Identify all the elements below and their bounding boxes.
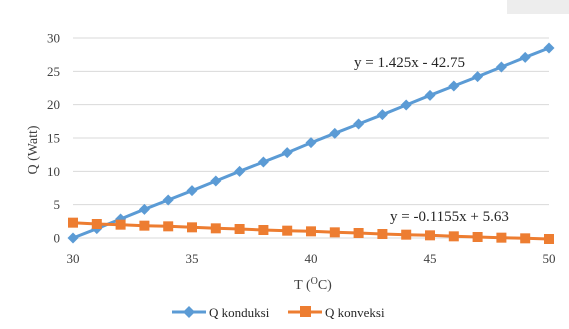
legend-item-konveksi: Q konveksi <box>288 305 385 320</box>
data-point-konveksi <box>234 224 245 234</box>
data-point-konduksi <box>138 203 150 215</box>
data-point-konveksi <box>448 231 459 242</box>
data-point-konveksi <box>115 219 126 230</box>
data-point-konduksi <box>543 42 555 54</box>
data-point-konveksi <box>282 225 293 236</box>
data-point-konveksi <box>472 232 483 242</box>
y-tick-label: 0 <box>54 231 61 246</box>
data-point-konveksi <box>544 234 554 244</box>
data-point-konduksi <box>376 109 388 121</box>
data-point-konduksi <box>519 51 531 63</box>
data-point-konduksi <box>67 232 79 244</box>
y-tick-label: 10 <box>47 164 60 179</box>
annotation-konveksi-equation: y = -0.1155x + 5.63 <box>390 209 509 225</box>
x-tick-labels: 30 35 40 45 50 <box>67 251 556 266</box>
data-point-konduksi <box>400 99 412 111</box>
data-point-konduksi <box>495 61 507 73</box>
data-point-konveksi <box>187 222 197 233</box>
series-konveksi <box>68 217 554 244</box>
data-point-konduksi <box>448 80 460 92</box>
data-point-konveksi <box>353 228 364 238</box>
data-point-konveksi <box>91 219 102 229</box>
legend-label-konduksi: Q konduksi <box>209 305 270 320</box>
data-point-konveksi <box>139 220 150 231</box>
y-tick-labels: 0 5 10 15 20 25 30 <box>47 31 60 246</box>
y-axis-title: Q (Watt) <box>26 125 41 174</box>
data-point-konveksi <box>163 221 174 232</box>
legend-marker-konduksi <box>183 306 195 318</box>
annotation-konduksi-equation: y = 1.425x - 42.75 <box>354 55 465 71</box>
x-tick-label: 35 <box>186 251 199 266</box>
legend-label-konveksi: Q konveksi <box>325 305 385 320</box>
data-point-konveksi <box>258 225 269 235</box>
x-axis-title: T (OC) <box>294 276 332 293</box>
background-strip <box>507 0 569 14</box>
y-tick-label: 15 <box>47 131 60 146</box>
data-point-konveksi <box>425 230 435 241</box>
data-point-konduksi <box>281 147 293 159</box>
data-point-konduksi <box>329 127 341 139</box>
data-point-konduksi <box>234 165 246 177</box>
legend: Q konduksi Q konveksi <box>172 305 385 320</box>
data-point-konveksi <box>496 232 507 243</box>
x-tick-label: 45 <box>424 251 437 266</box>
series-layer <box>67 42 555 244</box>
data-point-konduksi <box>186 185 198 197</box>
data-point-konveksi <box>306 226 316 237</box>
data-point-konduksi <box>353 118 365 130</box>
data-point-konduksi <box>210 175 222 187</box>
y-tick-label: 30 <box>47 31 60 46</box>
data-point-konduksi <box>257 156 269 168</box>
data-point-konduksi <box>472 71 484 83</box>
x-tick-label: 30 <box>67 251 80 266</box>
data-point-konduksi <box>305 137 317 149</box>
y-tick-label: 25 <box>47 64 60 79</box>
data-point-konveksi <box>377 229 388 239</box>
data-point-konveksi <box>520 233 531 244</box>
legend-marker-konveksi <box>300 306 311 317</box>
data-point-konveksi <box>329 227 340 238</box>
data-point-konduksi <box>424 89 436 101</box>
y-tick-label: 20 <box>47 97 60 112</box>
data-point-konveksi <box>210 223 221 234</box>
legend-item-konduksi: Q konduksi <box>172 305 270 320</box>
data-point-konduksi <box>162 194 174 206</box>
data-point-konveksi <box>401 229 412 240</box>
x-tick-label: 50 <box>543 251 556 266</box>
data-point-konveksi <box>68 217 78 228</box>
y-tick-label: 5 <box>54 197 61 212</box>
x-tick-label: 40 <box>305 251 318 266</box>
